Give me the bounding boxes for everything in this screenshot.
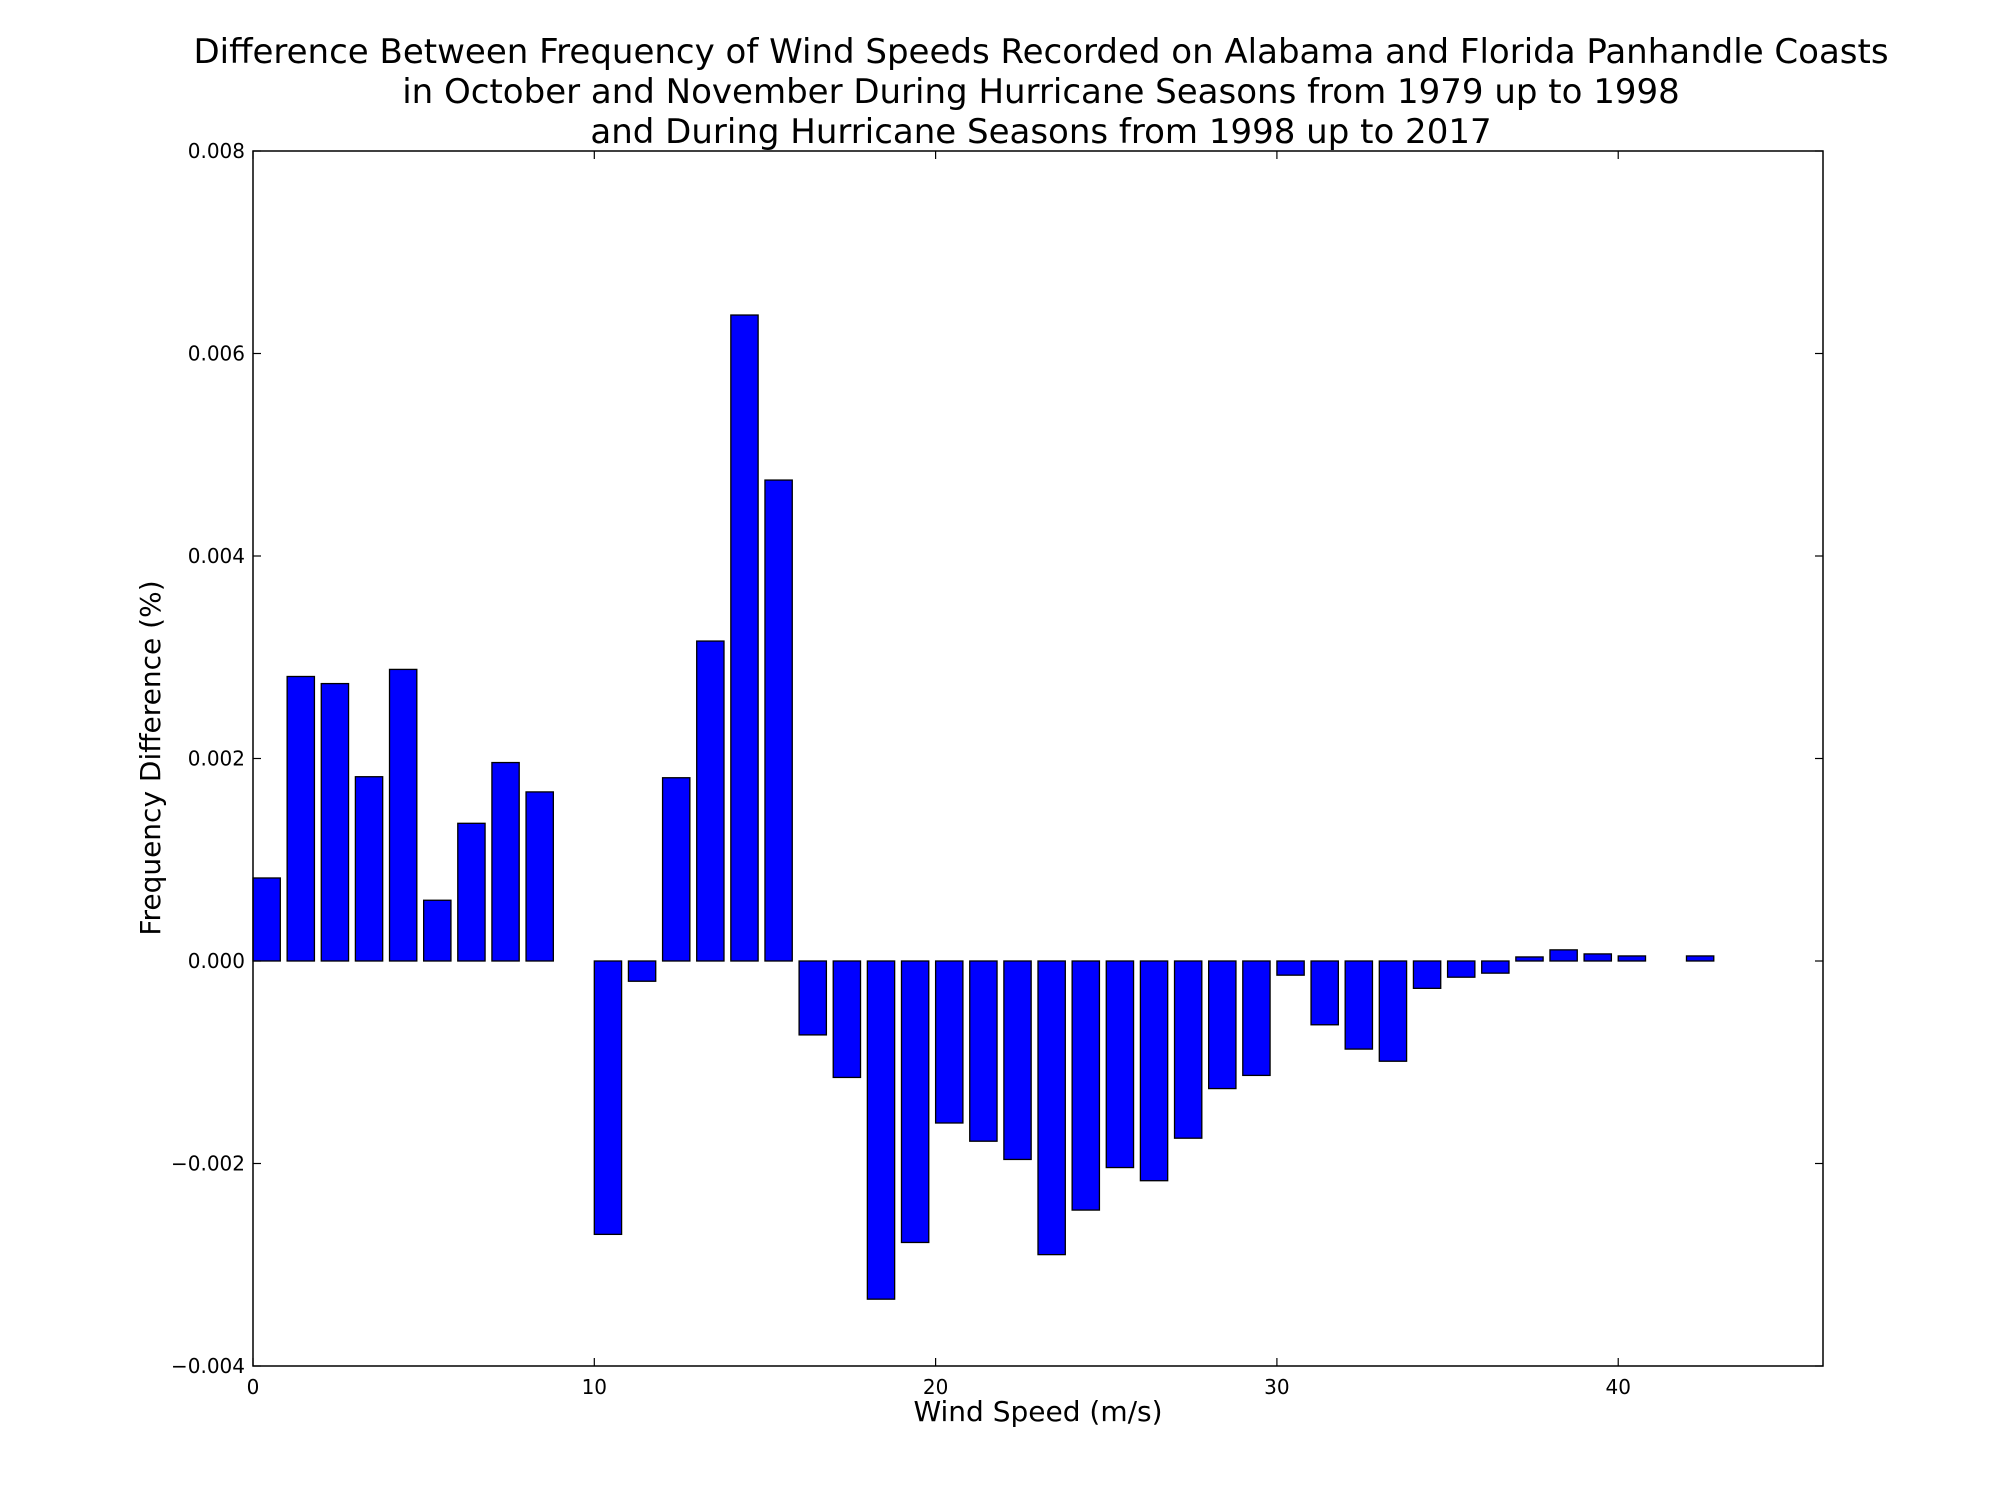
bar-20 — [934, 960, 964, 1124]
bar-24 — [1071, 960, 1101, 1211]
x-tick-label-10: 10 — [582, 1375, 607, 1399]
chart-title-line-2: in October and November During Hurricane… — [402, 72, 1680, 112]
bar-23 — [1037, 960, 1066, 1256]
bar-1 — [286, 675, 316, 962]
plot-area — [252, 150, 1824, 1367]
y-tick-label-2: 0.000 — [188, 949, 245, 973]
bar-3 — [354, 776, 384, 962]
bar-2 — [320, 682, 350, 962]
bar-42 — [1685, 955, 1715, 962]
axes-frame — [252, 150, 1824, 1367]
bar-39 — [1583, 953, 1613, 962]
x-tick-label-20: 20 — [923, 1375, 948, 1399]
bar-19 — [900, 960, 930, 1244]
bar-32 — [1344, 960, 1374, 1050]
bar-4 — [388, 668, 418, 962]
bar-11 — [627, 960, 657, 982]
bar-37 — [1515, 956, 1544, 962]
chart-title-line-3: and During Hurricane Seasons from 1998 u… — [590, 112, 1491, 152]
x-tick-label-40: 40 — [1605, 1375, 1630, 1399]
tick-labels-group: 0 10 20 30 40 −0.004 −0.002 0.000 0.002 0.004 0.00… — [171, 139, 1631, 1399]
bar-38 — [1549, 949, 1578, 962]
bar-40 — [1617, 955, 1647, 962]
bar-28 — [1208, 960, 1237, 1090]
bar-26 — [1139, 960, 1169, 1182]
bar-5 — [422, 899, 452, 962]
y-tick-label-3: 0.002 — [188, 747, 245, 771]
bar-16 — [798, 960, 828, 1036]
bar-10 — [593, 960, 623, 1236]
bar-31 — [1310, 960, 1339, 1026]
bar-7 — [491, 761, 520, 962]
bar-6 — [457, 822, 486, 962]
bar-18 — [866, 960, 896, 1300]
bar-25 — [1105, 960, 1135, 1169]
y-tick-label-5: 0.006 — [188, 342, 245, 366]
bar-13 — [696, 640, 725, 962]
x-tick-label-0: 0 — [247, 1375, 260, 1399]
bar-35 — [1446, 960, 1476, 978]
y-tick-label-4: 0.004 — [188, 544, 245, 568]
bar-0 — [252, 877, 281, 962]
bar-36 — [1481, 960, 1510, 974]
bar-33 — [1378, 960, 1408, 1062]
chart-title-line-1: Difference Between Frequency of Wind Spe… — [193, 32, 1888, 72]
x-tick-label-30: 30 — [1264, 1375, 1289, 1399]
bar-29 — [1242, 960, 1271, 1077]
bar-15 — [764, 479, 793, 962]
y-tick-label-1: −0.002 — [171, 1152, 245, 1176]
bar-17 — [832, 960, 862, 1079]
x-axis-label: Wind Speed (m/s) — [913, 1395, 1162, 1428]
y-tick-label-0: −0.004 — [171, 1354, 245, 1378]
bar-12 — [661, 777, 691, 962]
bars-group — [252, 314, 1715, 1300]
bar-22 — [1003, 960, 1032, 1161]
bar-21 — [969, 960, 998, 1142]
bar-34 — [1412, 960, 1442, 989]
y-axis-label: Frequency Difference (%) — [134, 580, 167, 935]
bar-8 — [525, 791, 554, 962]
bar-27 — [1173, 960, 1203, 1139]
bar-30 — [1276, 960, 1305, 976]
bar-14 — [730, 314, 759, 962]
y-tick-label-6: 0.008 — [188, 139, 245, 163]
